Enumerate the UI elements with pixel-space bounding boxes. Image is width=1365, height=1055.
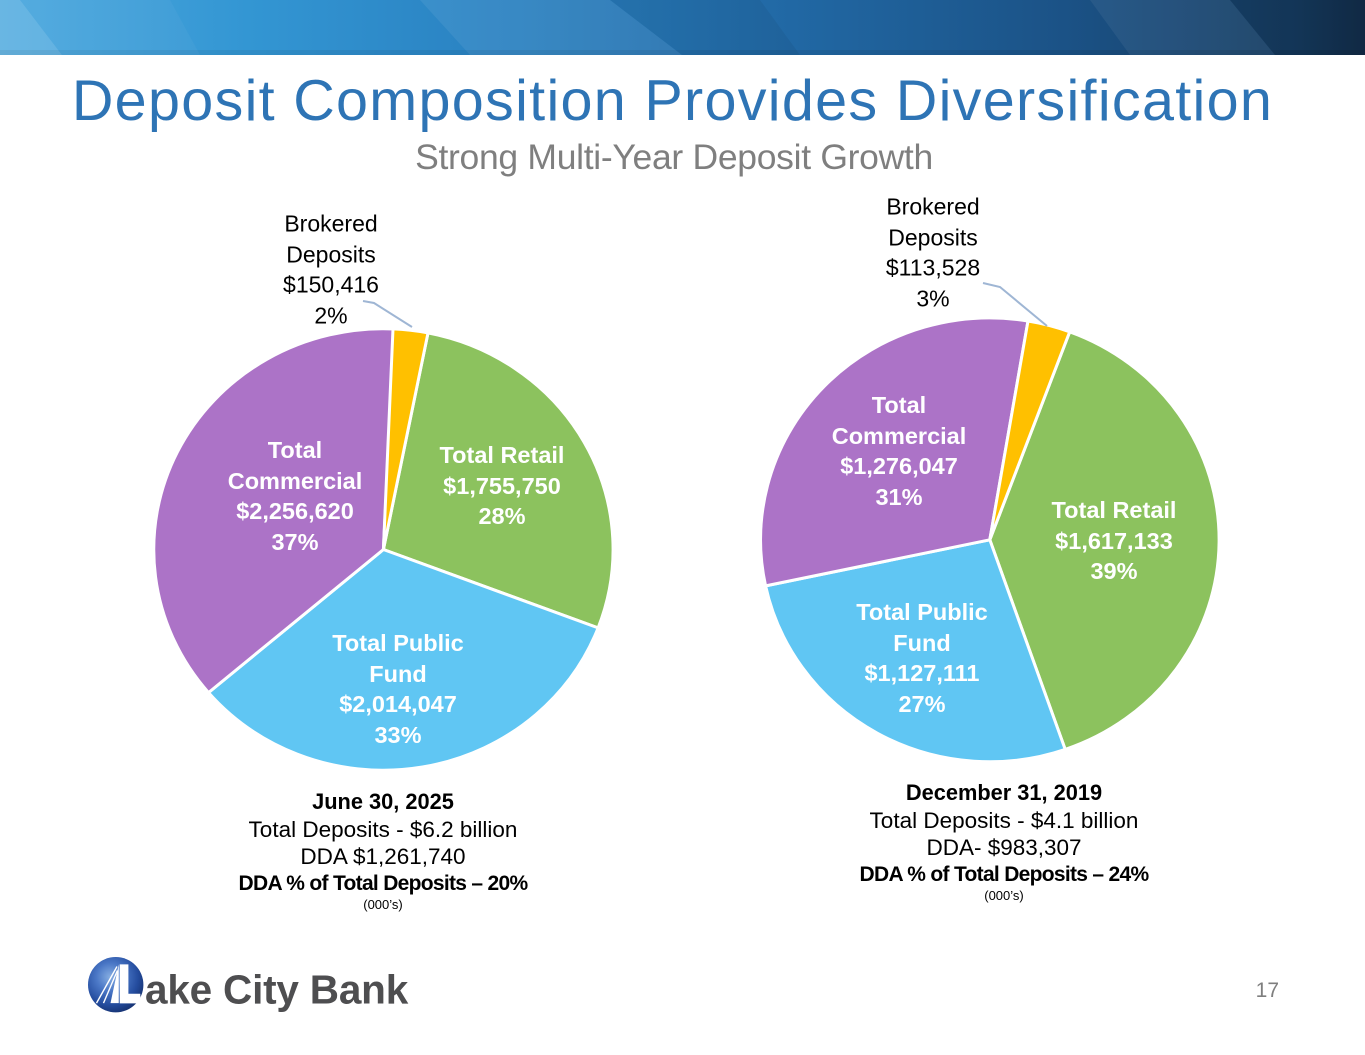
svg-text:ake City Bank: ake City Bank	[145, 966, 409, 1012]
